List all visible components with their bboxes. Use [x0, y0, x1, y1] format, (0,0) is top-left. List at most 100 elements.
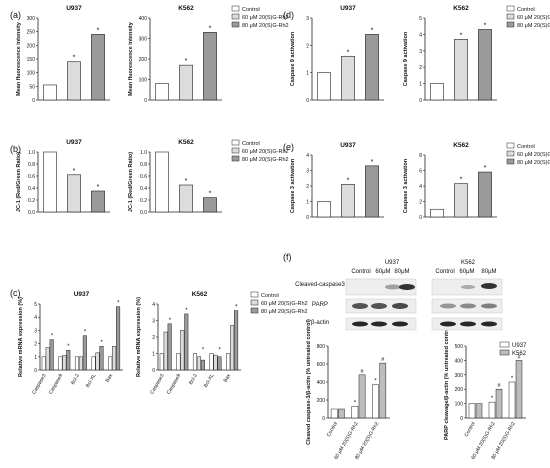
- bar: [317, 72, 331, 101]
- significance-marker: *: [97, 184, 100, 191]
- legend-swatch: [506, 21, 515, 28]
- y-tick-label: 100: [139, 78, 148, 84]
- significance-marker: *: [484, 22, 487, 29]
- blot-lane-label: Control: [435, 269, 454, 275]
- y-tick-label: 3: [306, 169, 309, 175]
- bar: [330, 408, 338, 419]
- y-tick-label: 0.8: [28, 162, 35, 168]
- y-tick-label: 1: [34, 355, 37, 361]
- significance-marker: *: [117, 301, 120, 307]
- legend-label: 80 μM 20(S)G-Rh2: [242, 157, 289, 163]
- y-tick-label: 1.0: [28, 150, 35, 156]
- y-axis-label: Relative mRNA expression (%): [18, 297, 24, 377]
- x-tick-label: Bcl-2: [188, 373, 199, 386]
- legend-label: Control: [517, 7, 535, 13]
- chart-title: U937: [340, 142, 356, 149]
- y-tick-label: 1: [152, 352, 155, 358]
- bar: [230, 325, 235, 371]
- y-tick-label: 3: [306, 16, 309, 22]
- bar: [180, 330, 185, 371]
- bar: [226, 353, 231, 371]
- y-tick-label: 300: [455, 373, 464, 379]
- y-tick-label: 200: [139, 57, 148, 63]
- panel-label: (d): [283, 10, 294, 20]
- blot-band: [371, 303, 387, 309]
- significance-marker: *: [371, 27, 374, 34]
- y-tick-label: 4: [419, 184, 422, 190]
- bar: [217, 356, 222, 371]
- y-tick-label: 3: [34, 328, 37, 334]
- bar: [67, 174, 81, 213]
- blot-band: [392, 303, 408, 309]
- y-axis-label: Caspase 9 activation: [403, 31, 409, 86]
- y-tick-label: 0: [306, 98, 309, 104]
- y-tick-label: 2: [152, 335, 155, 341]
- y-tick-label: 4: [419, 32, 422, 38]
- bar: [358, 374, 366, 419]
- y-tick-label: 4: [34, 315, 37, 321]
- blot-membrane: [431, 278, 503, 296]
- x-tick-label: Control: [326, 421, 339, 438]
- significance-marker: *: [101, 340, 104, 346]
- blot-lane-label: 60μM: [459, 269, 474, 275]
- legend-label: Control: [242, 141, 260, 147]
- y-tick-label: 400: [455, 358, 464, 364]
- bar: [45, 347, 50, 371]
- y-tick-label: 0.6: [140, 174, 147, 180]
- legend-label: 60 μM 20(S)G-Rh2: [261, 301, 308, 307]
- bar: [488, 401, 496, 419]
- y-tick-label: 400: [139, 16, 148, 22]
- blot-band: [481, 283, 497, 289]
- chart-title: K562: [453, 5, 469, 12]
- bar: [91, 190, 105, 213]
- significance-marker: #: [381, 357, 385, 363]
- significance-marker: *: [73, 55, 76, 62]
- bar: [95, 352, 100, 371]
- y-axis-label: Mean fluorescence intensity: [128, 21, 134, 96]
- y-tick-label: 6: [419, 169, 422, 175]
- bar: [200, 359, 205, 371]
- y-tick-label: 0.0: [28, 210, 35, 216]
- blot-band: [481, 321, 497, 327]
- y-tick-label: 0: [32, 98, 35, 104]
- bar: [475, 403, 483, 419]
- bar: [108, 356, 113, 371]
- y-tick-label: 400: [317, 380, 326, 386]
- bar: [179, 64, 193, 101]
- y-tick-label: 200: [317, 398, 326, 404]
- blot-band: [481, 303, 497, 309]
- bar: [99, 345, 104, 371]
- bar: [515, 360, 523, 419]
- bar: [74, 356, 79, 371]
- x-tick-label: Bax: [105, 373, 115, 384]
- y-tick-label: 0.2: [140, 198, 147, 204]
- bar: [112, 345, 117, 371]
- bar: [478, 29, 492, 101]
- y-tick-label: 0: [419, 215, 422, 221]
- blot-band: [352, 303, 368, 309]
- significance-marker: *: [97, 27, 100, 34]
- y-tick-label: 1.0: [140, 150, 147, 156]
- legend-swatch: [250, 299, 259, 306]
- legend-label: 80 μM 20(S)G-Rh2: [242, 23, 289, 29]
- blot-row-label: PARP: [312, 302, 328, 308]
- y-tick-label: 0.8: [140, 162, 147, 168]
- bar: [454, 183, 468, 218]
- bar: [176, 353, 181, 371]
- blot-lane-label: 80μM: [394, 269, 409, 275]
- y-tick-label: 4: [306, 153, 309, 159]
- blot-lane-label: 80μM: [481, 269, 496, 275]
- legend-swatch: [499, 349, 510, 356]
- y-tick-label: 2: [34, 342, 37, 348]
- blot-band: [460, 303, 476, 309]
- bar: [478, 171, 492, 218]
- y-tick-label: 0: [460, 416, 463, 422]
- y-tick-label: 2: [306, 43, 309, 49]
- legend-swatch: [506, 150, 515, 157]
- y-axis-label: Relative mRNA expression (%): [136, 297, 142, 377]
- x-tick-label: Caspase9: [48, 373, 65, 396]
- bar: [203, 197, 217, 213]
- blot-row-label: β-actin: [311, 320, 329, 326]
- bar: [155, 151, 169, 213]
- significance-marker: *: [67, 344, 70, 350]
